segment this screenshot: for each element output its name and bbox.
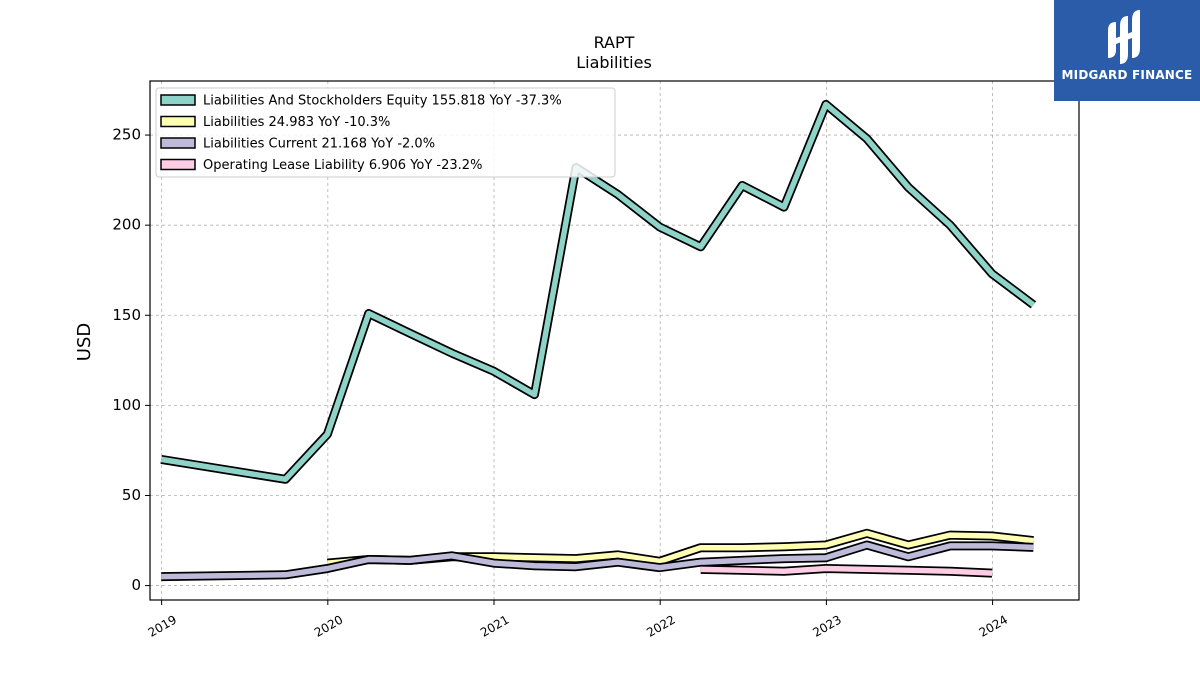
legend-label: Liabilities Current 21.168 YoY -2.0% <box>203 137 435 152</box>
chart-subtitle: Liabilities <box>576 53 652 72</box>
x-tick-label: 2023 <box>810 612 843 639</box>
legend-label: Operating Lease Liability 6.906 YoY -23.… <box>203 158 482 173</box>
plot-frame <box>149 80 1080 601</box>
x-tick-label: 2019 <box>146 612 179 639</box>
series-3 <box>700 564 993 578</box>
series-line <box>160 101 1036 483</box>
legend-swatch <box>160 94 196 106</box>
series-layer <box>160 99 1037 582</box>
x-tick-label: 2020 <box>312 612 345 639</box>
y-tick-label: 100 <box>112 396 141 414</box>
logo-text: MIDGARD FINANCE <box>1061 68 1193 82</box>
series-line <box>700 565 993 576</box>
y-tick-label: 250 <box>112 126 141 144</box>
logo-mark-icon <box>1108 10 1140 64</box>
series-2 <box>161 540 1034 582</box>
x-tick-label: 2021 <box>478 612 511 639</box>
y-tick-label: 0 <box>131 576 141 594</box>
x-tick-label: 2024 <box>977 612 1010 639</box>
legend: Liabilities And Stockholders Equity 155.… <box>155 87 616 178</box>
legend-swatch <box>160 158 196 171</box>
chart-title: RAPT <box>594 33 635 52</box>
x-tick-label: 2022 <box>644 612 677 639</box>
legend-box <box>155 87 616 178</box>
y-tick-label: 50 <box>122 486 141 504</box>
legend-swatch <box>160 115 196 128</box>
y-tick-label: 200 <box>112 216 141 234</box>
y-axis-label: USD <box>74 323 95 361</box>
legend-swatch <box>160 137 196 149</box>
legend-label: Liabilities And Stockholders Equity 155.… <box>203 94 562 109</box>
y-tick-label: 150 <box>112 306 141 324</box>
brand-logo: MIDGARD FINANCE <box>1054 0 1200 101</box>
series-0 <box>160 99 1037 484</box>
series-line <box>161 542 1034 580</box>
legend-label: Liabilities 24.983 YoY -10.3% <box>203 115 390 130</box>
